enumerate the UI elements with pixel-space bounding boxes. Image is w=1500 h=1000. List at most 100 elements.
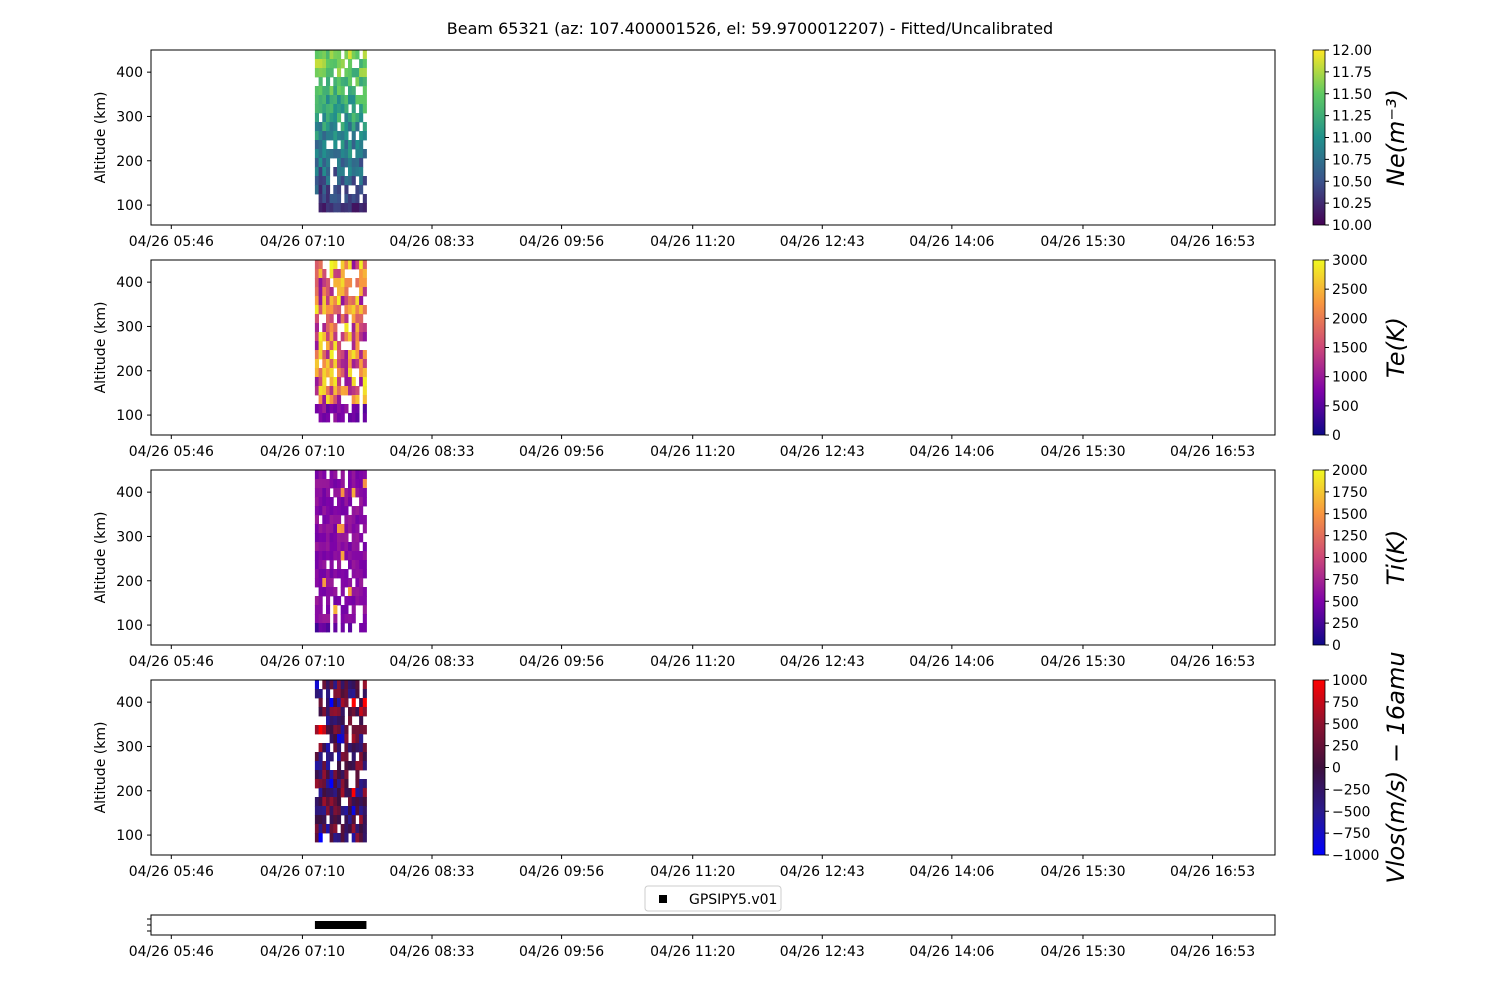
heatmap-cell: [318, 824, 323, 834]
heatmap-cell: [351, 68, 356, 78]
heatmap-cell: [318, 752, 323, 762]
heatmap-cell: [314, 305, 319, 315]
heatmap-cell: [329, 404, 334, 414]
heatmap-cell: [362, 413, 367, 423]
heatmap-cell: [362, 194, 367, 204]
heatmap-cell: [322, 824, 327, 834]
heatmap-cell: [344, 815, 349, 825]
x-tick-label: 04/26 15:30: [1040, 944, 1125, 960]
heatmap-cell: [359, 479, 364, 489]
heatmap-cell: [326, 59, 331, 69]
y-axis-label: Altitude (km): [93, 512, 109, 604]
heatmap-cell: [340, 479, 345, 489]
heatmap-cell: [362, 176, 367, 186]
heatmap-cells: [314, 470, 367, 633]
heatmap-cell: [329, 305, 334, 315]
heatmap-cell: [359, 158, 364, 168]
colorbar-tick-label: −250: [1332, 782, 1370, 798]
heatmap-cell: [355, 578, 360, 588]
heatmap-cell: [348, 788, 353, 798]
heatmap-cell: [329, 68, 334, 78]
x-tick-label: 04/26 16:53: [1170, 444, 1255, 460]
heatmap-cell: [355, 506, 360, 516]
colorbar-label: Te(K): [1382, 317, 1410, 378]
heatmap-cell: [337, 533, 342, 543]
heatmap-cell: [322, 587, 327, 597]
heatmap-cell: [326, 797, 331, 807]
heatmap-cell: [318, 470, 323, 480]
heatmap-cell: [355, 332, 360, 342]
heatmap-cell: [340, 95, 345, 105]
colorbar-tick-label: 1000: [1332, 673, 1368, 689]
heatmap-cell: [340, 488, 345, 498]
heatmap-cell: [333, 269, 338, 279]
heatmap-cell: [322, 350, 327, 360]
heatmap-cell: [326, 122, 331, 132]
heatmap-cell: [344, 359, 349, 369]
heatmap-cell: [318, 698, 323, 708]
heatmap-cell: [329, 497, 334, 507]
x-tick-label: 04/26 11:20: [650, 944, 735, 960]
heatmap-cell: [337, 569, 342, 579]
heatmap-cell: [333, 59, 338, 69]
heatmap-cell: [359, 104, 364, 114]
heatmap-cell: [326, 524, 331, 534]
heatmap-cell: [340, 569, 345, 579]
heatmap-cell: [318, 587, 323, 597]
colorbar-bar: [1312, 469, 1326, 646]
heatmap-cell: [362, 359, 367, 369]
heatmap-cell: [322, 761, 327, 771]
heatmap-cell: [355, 680, 360, 690]
heatmap-cell: [322, 533, 327, 543]
heatmap-cell: [326, 149, 331, 159]
heatmap-cell: [355, 689, 360, 699]
heatmap-cell: [340, 779, 345, 789]
heatmap-cell: [355, 587, 360, 597]
heatmap-cell: [359, 797, 364, 807]
heatmap-cell: [359, 707, 364, 717]
heatmap-cell: [337, 167, 342, 177]
heatmap-cell: [359, 743, 364, 753]
heatmap-cell: [333, 698, 338, 708]
heatmap-cell: [329, 203, 334, 213]
heatmap-cell: [329, 578, 334, 588]
heatmap-cell: [362, 122, 367, 132]
heatmap-cell: [351, 341, 356, 351]
heatmap-cell: [344, 578, 349, 588]
heatmap-cell: [337, 725, 342, 735]
heatmap-cell: [355, 824, 360, 834]
heatmap-cell: [329, 734, 334, 744]
heatmap-cell: [333, 185, 338, 195]
heatmap-cell: [333, 395, 338, 405]
heatmap-cell: [351, 167, 356, 177]
heatmap-cell: [329, 104, 334, 114]
heatmap-cell: [362, 689, 367, 699]
x-tick-label: 04/26 05:46: [129, 654, 214, 670]
heatmap-cell: [329, 824, 334, 834]
heatmap-cell: [326, 50, 331, 60]
colorbar-tick-label: 500: [1332, 399, 1359, 415]
heatmap-cell: [351, 725, 356, 735]
heatmap-cell: [326, 533, 331, 543]
x-tick-label: 04/26 05:46: [129, 944, 214, 960]
heatmap-cell: [333, 788, 338, 798]
heatmap-cell: [362, 104, 367, 114]
heatmap-cell: [340, 104, 345, 114]
y-axis-label: Altitude (km): [93, 302, 109, 394]
heatmap-cell: [322, 323, 327, 333]
heatmap-cell: [351, 533, 356, 543]
heatmap-cell: [348, 716, 353, 726]
heatmap-cell: [362, 404, 367, 414]
heatmap-cell: [337, 95, 342, 105]
heatmap-cell: [329, 815, 334, 825]
heatmap-cell: [329, 359, 334, 369]
plot-frame: [150, 679, 1276, 856]
heatmap-cell: [326, 488, 331, 498]
x-tick-label: 04/26 15:30: [1040, 654, 1125, 670]
heatmap-cell: [337, 680, 342, 690]
x-tick-label: 04/26 09:56: [519, 654, 604, 670]
heatmap-cell: [337, 59, 342, 69]
heatmap-cell: [314, 185, 319, 195]
heatmap-cell: [333, 815, 338, 825]
heatmap-cell: [362, 698, 367, 708]
